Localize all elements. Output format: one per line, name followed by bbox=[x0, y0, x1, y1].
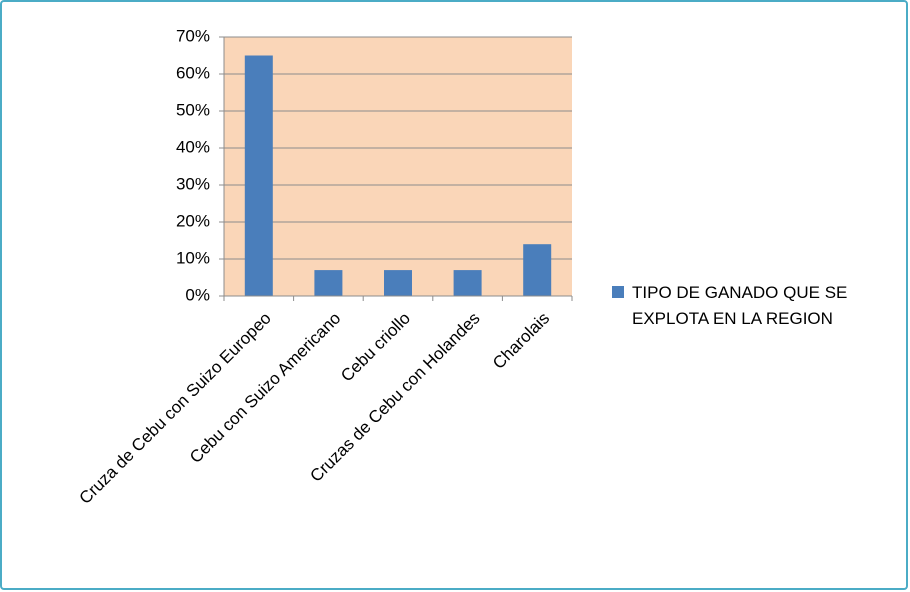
y-tick-label: 30% bbox=[176, 174, 210, 193]
legend-swatch bbox=[612, 286, 624, 298]
bar bbox=[244, 55, 273, 296]
y-tick-label: 40% bbox=[176, 137, 210, 156]
y-tick-label: 70% bbox=[176, 26, 210, 45]
legend-label: TIPO DE GANADO QUE SE EXPLOTA EN LA REGI… bbox=[632, 283, 848, 328]
plot-area bbox=[224, 37, 572, 296]
bar bbox=[384, 270, 412, 296]
y-tick-label: 60% bbox=[176, 63, 210, 82]
bar bbox=[523, 244, 552, 296]
bar bbox=[453, 270, 482, 296]
y-tick-label: 0% bbox=[185, 285, 210, 304]
y-tick-label: 50% bbox=[176, 100, 210, 119]
y-tick-label: 20% bbox=[176, 211, 210, 230]
bar bbox=[314, 270, 343, 296]
y-tick-label: 10% bbox=[176, 248, 210, 267]
